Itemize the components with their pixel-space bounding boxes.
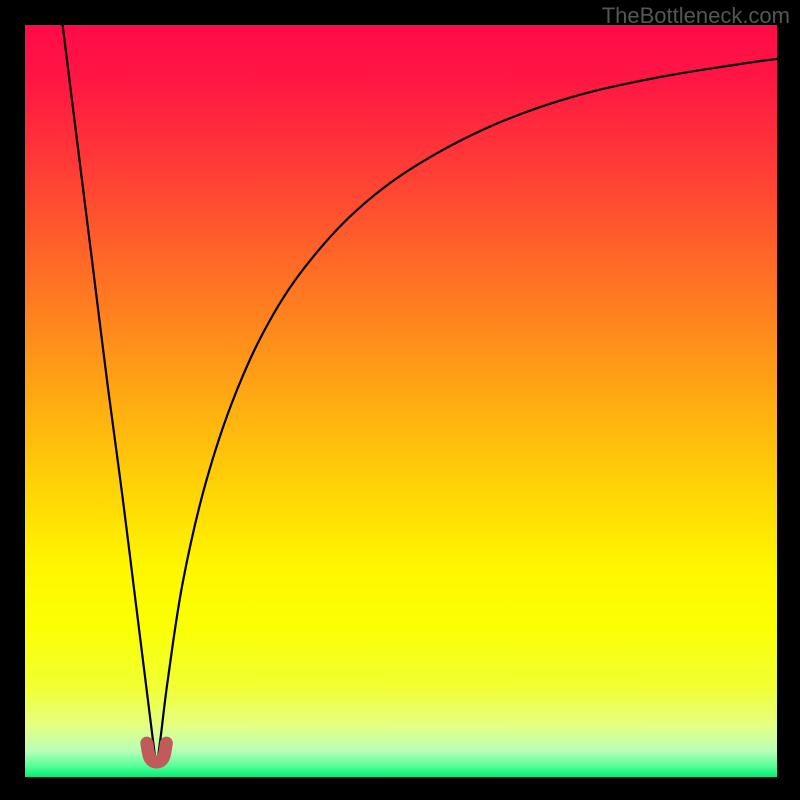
bottleneck-chart: TheBottleneck.com (0, 0, 800, 800)
watermark-text: TheBottleneck.com (602, 3, 790, 29)
chart-svg (0, 0, 800, 800)
gradient-background (25, 25, 777, 777)
